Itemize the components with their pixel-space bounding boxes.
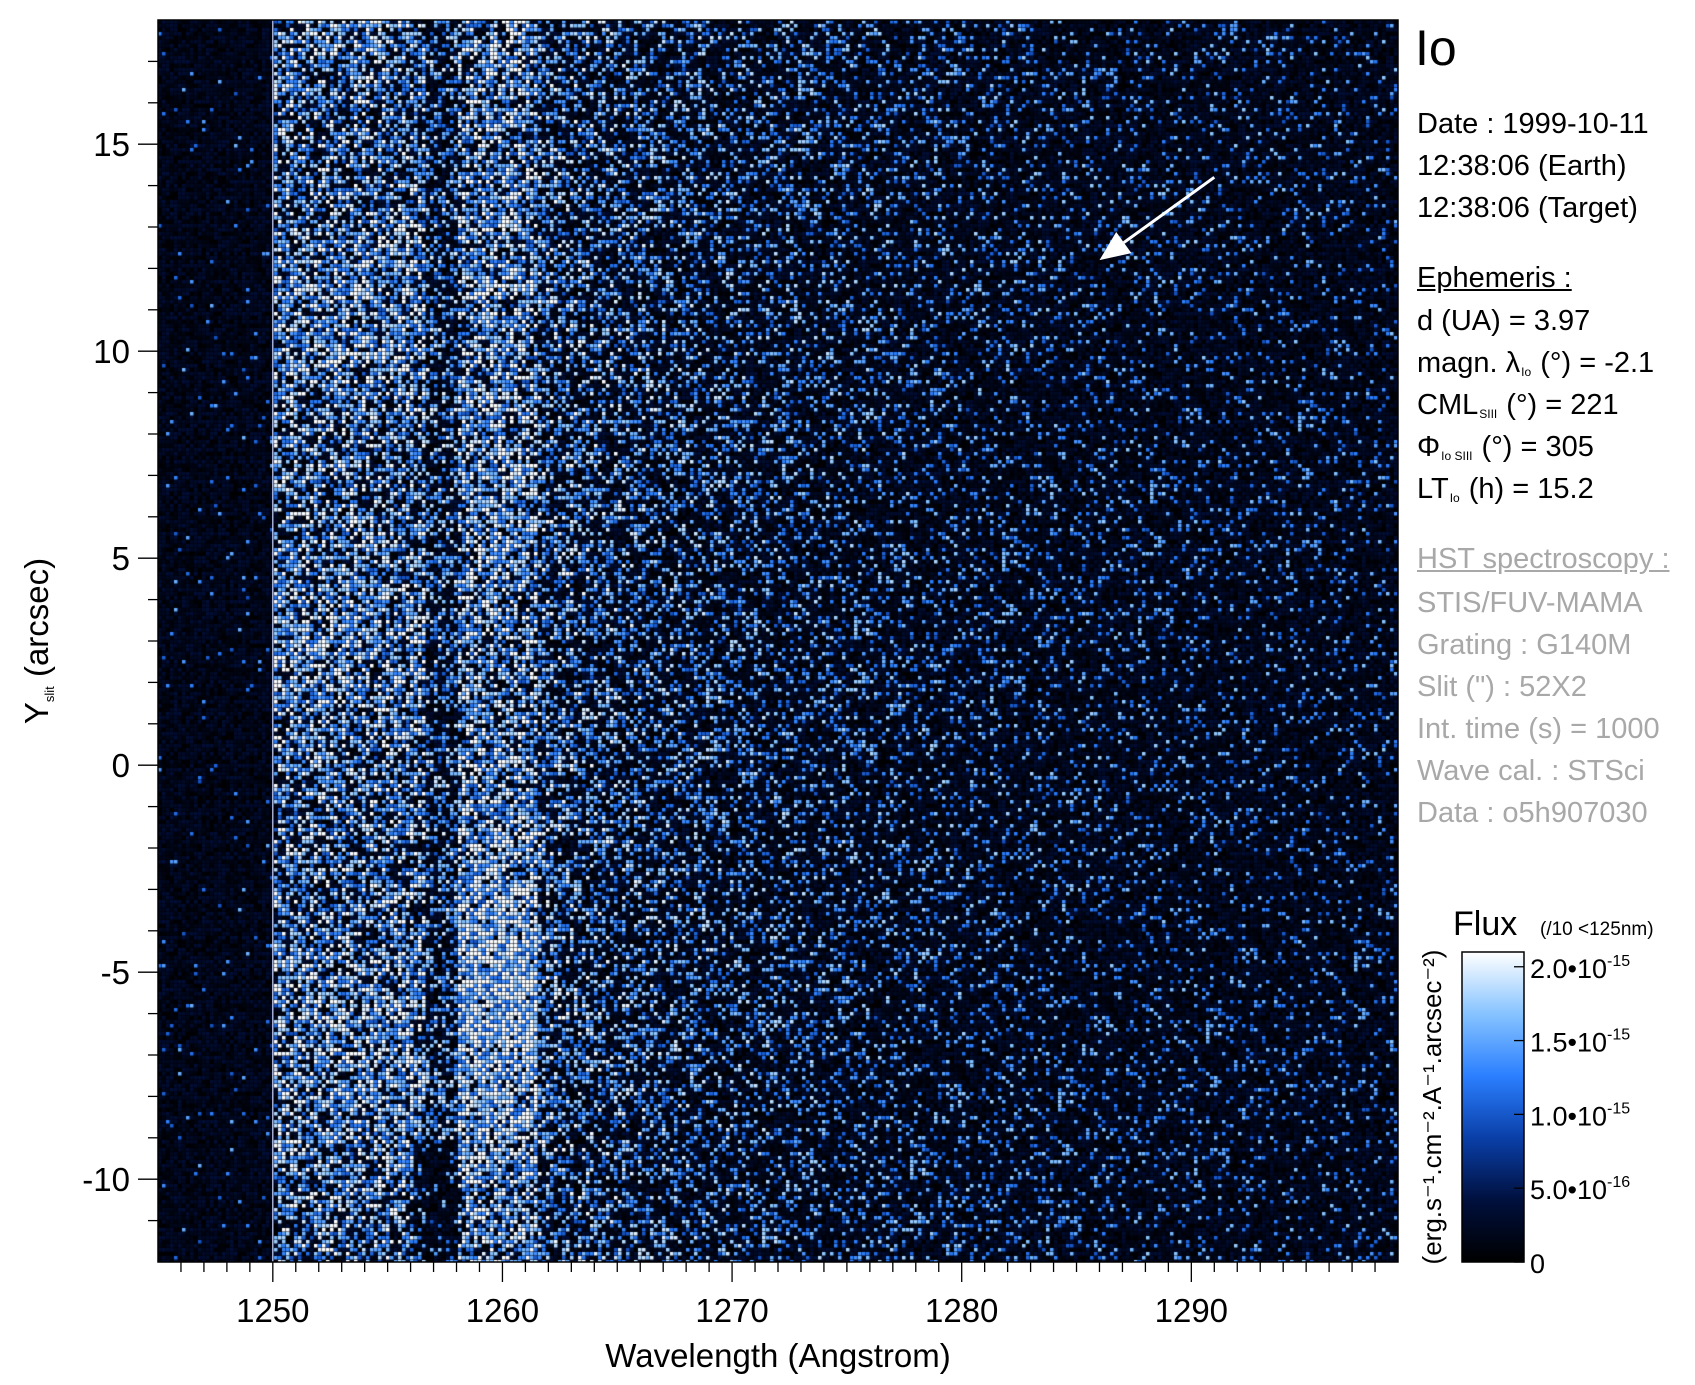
y-tick-label: 15 (93, 126, 130, 163)
hst-line: Int. time (s) = 1000 (1417, 713, 1660, 745)
colorbar-tick-label: 0 (1530, 1249, 1545, 1279)
colorbar-tick-label: 5.0•10-16 (1530, 1174, 1630, 1205)
colorbar-tick-label: 1.5•10-15 (1530, 1027, 1630, 1058)
hst-line: Slit (") : 52X2 (1417, 671, 1587, 703)
ephemeris-line: LTIo (h) = 15.2 (1417, 473, 1594, 505)
colorbar-gradient (1461, 951, 1525, 1263)
y-axis-label: Yslit (arcsec) (18, 558, 57, 724)
earth-time: 12:38:06 (Earth) (1417, 150, 1627, 182)
hst-line: Wave cal. : STSci (1417, 755, 1645, 787)
ephemeris-line: ΦIo SIII (°) = 305 (1417, 431, 1594, 463)
hst-heading: HST spectroscopy : (1417, 543, 1670, 575)
hst-line: Grating : G140M (1417, 629, 1632, 661)
colorbar-tick-label: 2.0•10-15 (1530, 953, 1630, 984)
plot-area (158, 20, 1398, 1262)
y-tick-label: -10 (82, 1161, 130, 1198)
ephemeris-heading: Ephemeris : (1417, 262, 1572, 294)
date-line: Date : 1999-10-11 (1417, 108, 1649, 140)
x-tick-label: 1250 (236, 1292, 309, 1329)
y-tick-label: 5 (112, 540, 130, 577)
colorbar-title: Flux (1453, 905, 1517, 943)
colorbar-unit-label: (erg.s⁻¹.cm⁻².A⁻¹.arcsec⁻²) (1417, 950, 1447, 1265)
x-tick-label: 1270 (695, 1292, 768, 1329)
hst-line: STIS/FUV-MAMA (1417, 587, 1643, 619)
colorbar: 2.0•10-15 1.5•10-15 1.0•10-15 5.0•10-16 0 Flu… (1417, 905, 1654, 1279)
y-tick-label: -5 (101, 954, 130, 991)
spectrum-heatmap (158, 20, 1398, 1262)
arrow-annotation (1122, 176, 1216, 244)
ephemeris-line: d (UA) = 3.97 (1417, 305, 1591, 337)
y-tick-label: 0 (112, 747, 130, 784)
colorbar-tick-label: 1.0•10-15 (1530, 1100, 1630, 1131)
x-tick-label: 1280 (925, 1292, 998, 1329)
ephemeris-line: magn. λIo (°) = -2.1 (1417, 347, 1655, 379)
axes: 1250 1260 1270 1280 1290 15 10 5 0 -5 -10 Wavelengt… (18, 19, 1399, 1374)
x-axis-label: Wavelength (Angstrom) (605, 1337, 950, 1374)
arrow-head (1099, 232, 1132, 261)
chart-title: Io (1415, 20, 1457, 76)
hst-line: Data : o5h907030 (1417, 797, 1648, 829)
x-tick-label: 1260 (466, 1292, 539, 1329)
ephemeris-line: CMLSIII (°) = 221 (1417, 389, 1619, 421)
colorbar-note: (/10 <125nm) (1540, 919, 1654, 940)
target-time: 12:38:06 (Target) (1417, 192, 1638, 224)
y-tick-label: 10 (93, 333, 130, 370)
x-tick-label: 1290 (1155, 1292, 1228, 1329)
